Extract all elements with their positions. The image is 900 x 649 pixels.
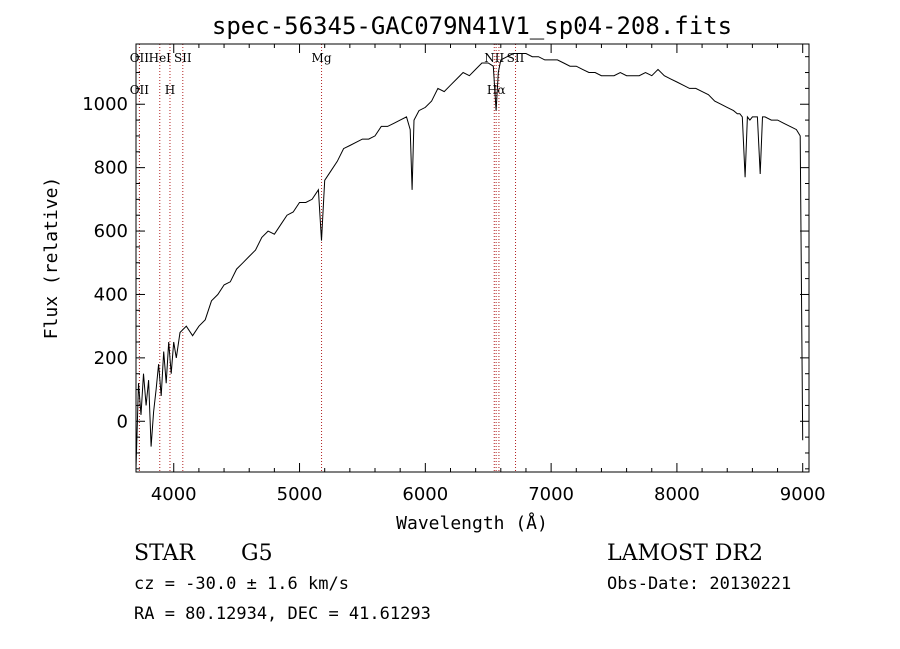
y-tick-label: 200	[94, 348, 128, 369]
object-subclass: G5	[241, 541, 273, 566]
spectrum-line	[135, 53, 804, 469]
emission-line-label: OII	[130, 51, 150, 65]
x-tick-label: 9000	[780, 484, 826, 505]
emission-line-label: HeI	[149, 51, 172, 65]
coordinates: RA = 80.12934, DEC = 41.61293	[134, 604, 431, 624]
emission-line-label: H	[165, 83, 175, 97]
emission-line-label: NII	[484, 51, 504, 65]
y-tick-label: 600	[94, 221, 128, 242]
x-axis-label: Wavelength (Å)	[396, 512, 548, 534]
x-tick-label: 4000	[151, 484, 197, 505]
plot-frame	[135, 43, 810, 473]
observation-date: Obs-Date: 20130221	[607, 574, 791, 594]
chart-title: spec-56345-GAC079N41V1_sp04-208.fits	[212, 12, 732, 40]
emission-line-label: OII	[130, 83, 150, 97]
emission-line-label: Mg	[312, 51, 332, 65]
y-tick-label: 400	[94, 284, 128, 305]
redshift-value: cz = -30.0 ± 1.6 km/s	[134, 574, 349, 594]
x-axis: 4000 5000 6000 7000 8000 9000	[151, 44, 826, 505]
y-tick-label: 0	[117, 411, 128, 432]
x-tick-label: 5000	[277, 484, 323, 505]
emission-line-label: Hα	[487, 83, 506, 97]
y-axis-label: Flux (relative)	[41, 177, 62, 340]
survey-name: LAMOST DR2	[607, 541, 763, 566]
x-tick-label: 8000	[654, 484, 700, 505]
y-tick-label: 1000	[82, 94, 128, 115]
emission-line-label: SII	[174, 51, 192, 65]
x-tick-label: 6000	[402, 484, 448, 505]
object-class: STAR	[134, 541, 196, 566]
spectrum-series	[135, 53, 804, 469]
y-axis: 0 200 400 600 800 1000	[82, 56, 809, 470]
y-tick-label: 800	[94, 158, 128, 179]
x-tick-label: 7000	[528, 484, 574, 505]
